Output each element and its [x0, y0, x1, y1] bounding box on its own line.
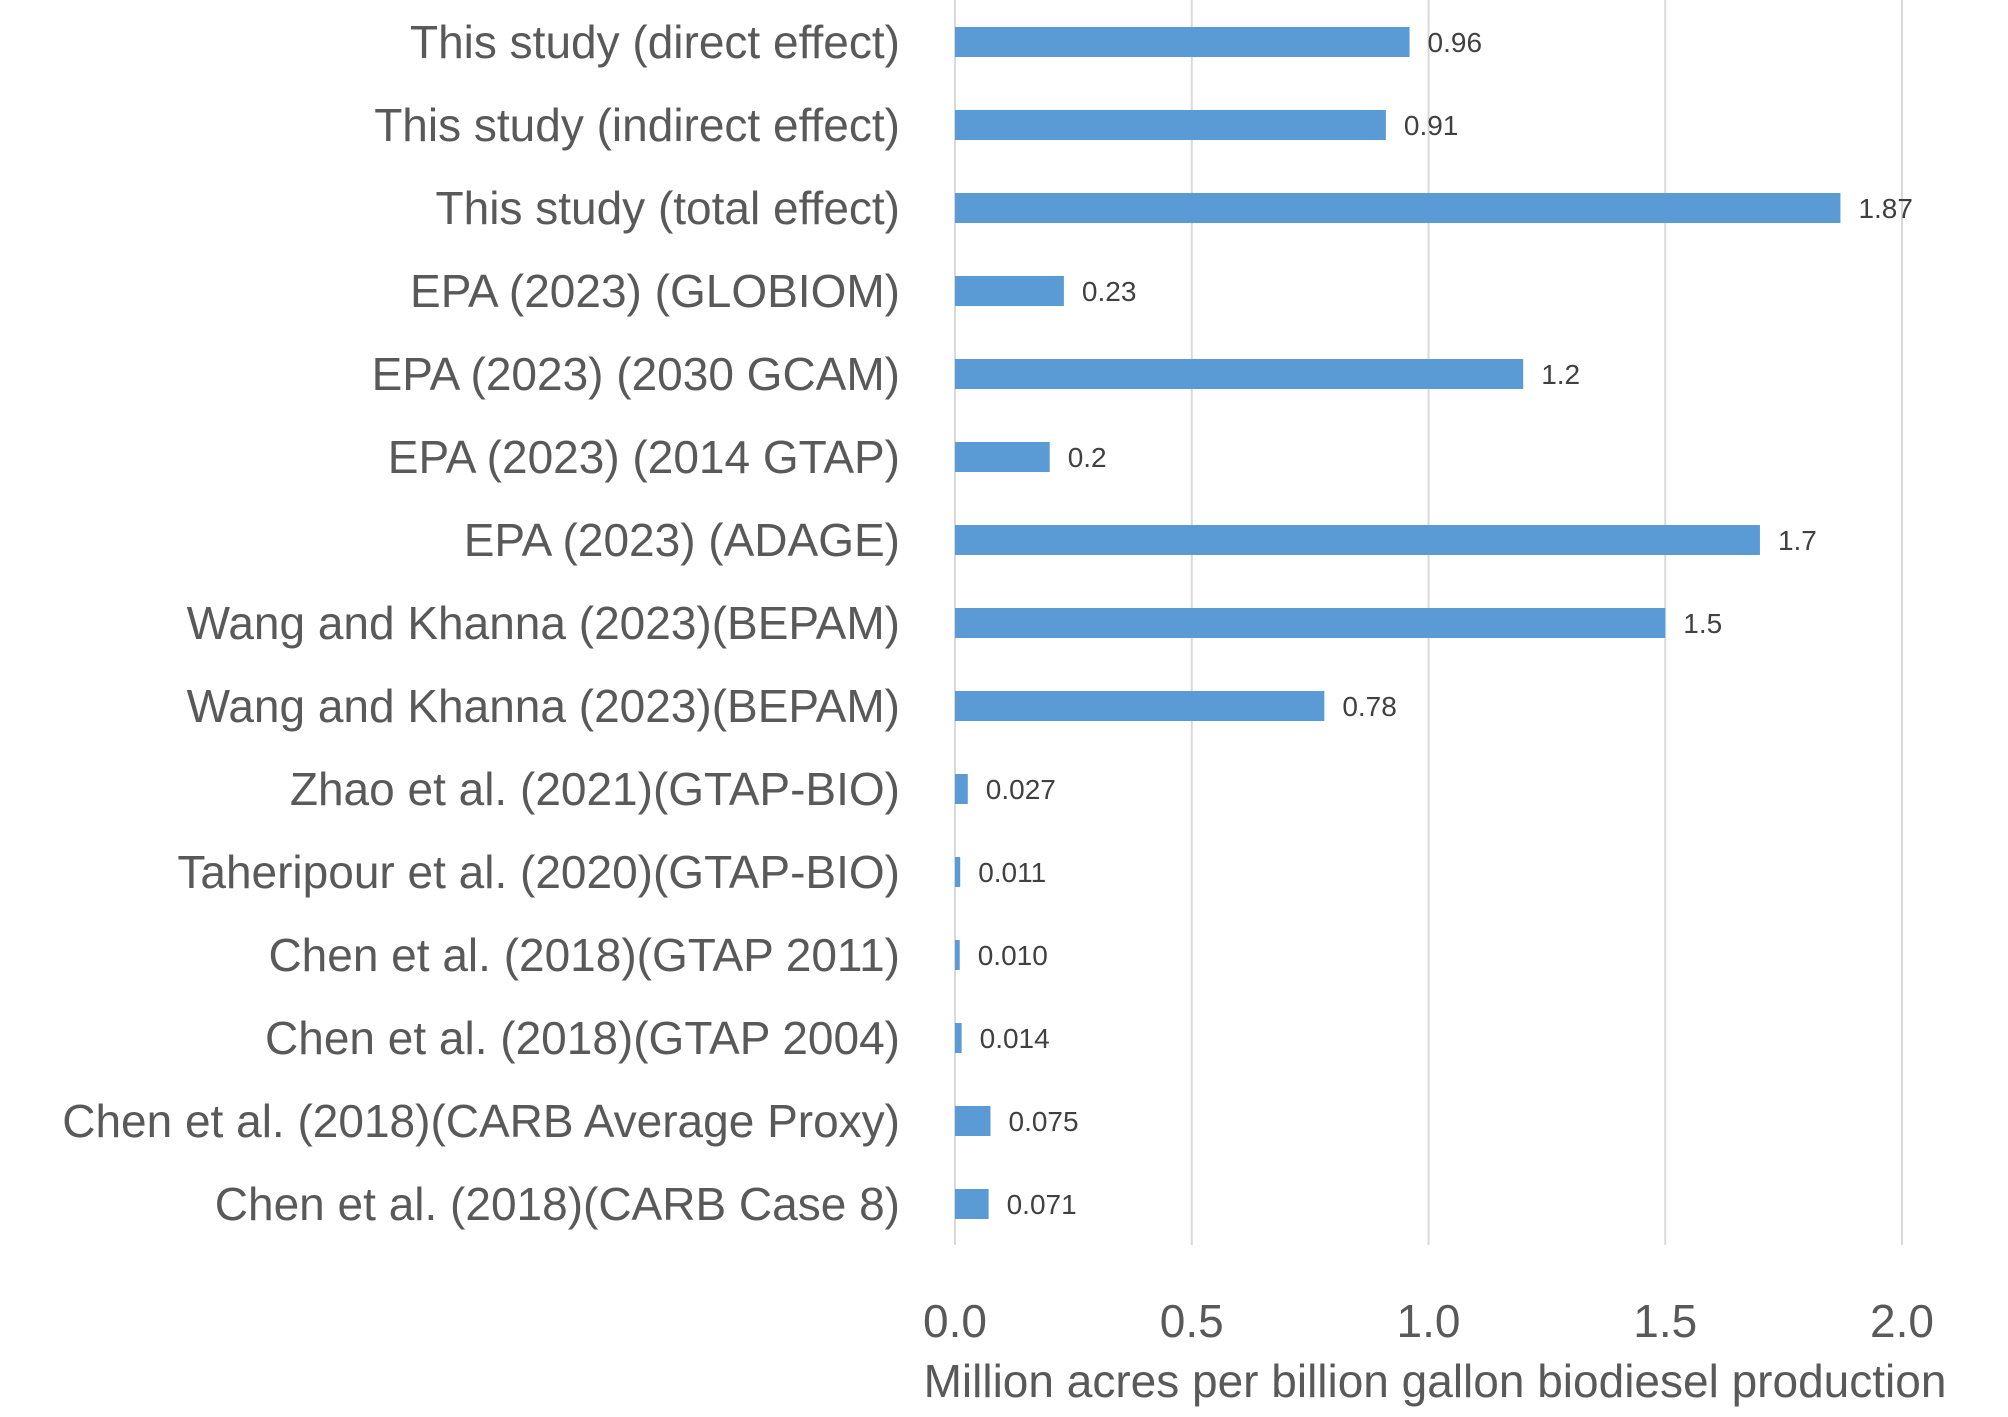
x-tick-label: 1.0: [1397, 1295, 1461, 1347]
bar: [955, 608, 1666, 638]
category-label: Chen et al. (2018)(GTAP 2011): [268, 929, 900, 981]
bar: [955, 940, 960, 970]
category-label: EPA (2023) (GLOBIOM): [410, 265, 900, 317]
category-labels: This study (direct effect) This study (in…: [62, 16, 900, 1230]
bar: [955, 193, 1841, 223]
category-label: Chen et al. (2018)(CARB Average Proxy): [62, 1095, 900, 1147]
data-label: 0.23: [1082, 276, 1137, 307]
x-tick-label: 0.5: [1160, 1295, 1224, 1347]
x-axis-title: Million acres per billion gallon biodies…: [924, 1355, 1947, 1407]
data-label: 0.075: [1009, 1106, 1079, 1137]
data-label: 0.78: [1342, 691, 1397, 722]
bar: [955, 442, 1050, 472]
bar: [955, 1189, 989, 1219]
category-label: EPA (2023) (ADAGE): [464, 514, 900, 566]
bar: [955, 525, 1760, 555]
category-label: EPA (2023) (2014 GTAP): [388, 431, 900, 483]
data-label: 0.071: [1007, 1189, 1077, 1220]
category-label: Chen et al. (2018)(GTAP 2004): [265, 1012, 900, 1064]
data-label: 1.7: [1778, 525, 1817, 556]
category-label: Chen et al. (2018)(CARB Case 8): [215, 1178, 900, 1230]
data-labels: 0.96 0.91 1.87 0.23 1.2 0.2 1.7 1.5 0.78 0.027 0.0…: [978, 27, 1913, 1220]
category-label: Wang and Khanna (2023)(BEPAM): [187, 680, 900, 732]
data-label: 1.5: [1683, 608, 1722, 639]
category-label: This study (total effect): [436, 182, 900, 234]
x-tick-label: 0.0: [923, 1295, 987, 1347]
bar: [955, 110, 1386, 140]
data-label: 0.014: [980, 1023, 1050, 1054]
data-label: 0.2: [1068, 442, 1107, 473]
x-tick-label: 1.5: [1633, 1295, 1697, 1347]
bar: [955, 857, 961, 887]
bar: [955, 1023, 962, 1053]
data-label: 0.91: [1404, 110, 1459, 141]
data-label: 1.2: [1541, 359, 1580, 390]
bar: [955, 276, 1064, 306]
data-label: 0.011: [978, 857, 1046, 888]
bar: [955, 27, 1410, 57]
data-label: 0.96: [1428, 27, 1483, 58]
category-label: Zhao et al. (2021)(GTAP-BIO): [290, 763, 900, 815]
category-label: This study (direct effect): [410, 16, 900, 68]
bar: [955, 359, 1524, 389]
data-label: 0.010: [978, 940, 1048, 971]
data-label: 1.87: [1858, 193, 1913, 224]
category-label: This study (indirect effect): [374, 99, 900, 151]
x-tick-label: 2.0: [1870, 1295, 1934, 1347]
bars: [955, 27, 1841, 1219]
bar: [955, 691, 1325, 721]
bar: [955, 774, 968, 804]
category-label: Wang and Khanna (2023)(BEPAM): [187, 597, 900, 649]
bar: [955, 1106, 991, 1136]
x-tick-labels: 0.0 0.5 1.0 1.5 2.0: [923, 1295, 1934, 1347]
category-label: EPA (2023) (2030 GCAM): [372, 348, 900, 400]
category-label: Taheripour et al. (2020)(GTAP-BIO): [177, 846, 900, 898]
data-label: 0.027: [986, 774, 1056, 805]
